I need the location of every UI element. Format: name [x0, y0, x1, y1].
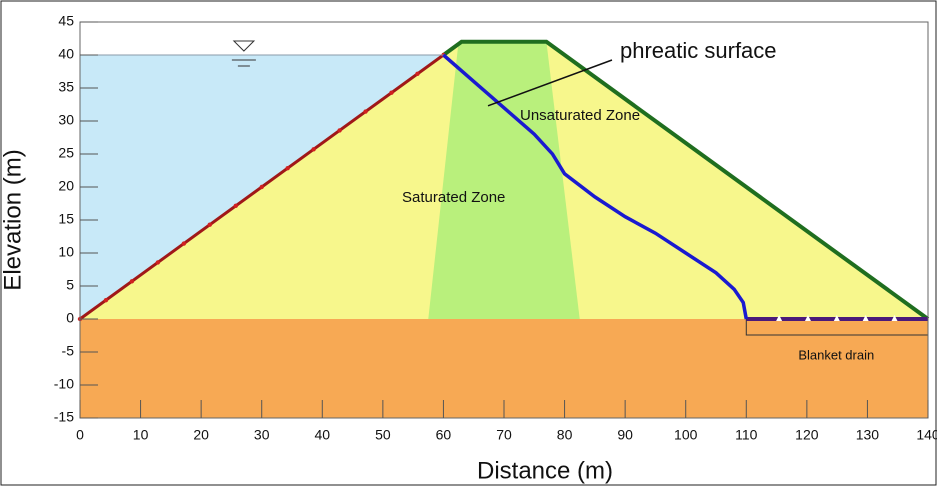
- y-tick-label: 35: [58, 79, 74, 95]
- x-tick-label: 30: [254, 427, 270, 443]
- boundary-node: [337, 128, 341, 132]
- x-tick-label: 10: [133, 427, 149, 443]
- y-tick-label: 5: [66, 277, 74, 293]
- y-tick-label: -10: [54, 376, 74, 392]
- x-tick-label: 140: [916, 427, 937, 443]
- boundary-node: [311, 147, 315, 151]
- x-tick-label: 100: [674, 427, 698, 443]
- boundary-node: [260, 185, 264, 189]
- boundary-node: [234, 204, 238, 208]
- boundary-node: [415, 72, 419, 76]
- drain-label: Blanket drain: [798, 347, 874, 362]
- boundary-node: [389, 91, 393, 95]
- y-tick-label: 40: [58, 46, 74, 62]
- boundary-node: [156, 260, 160, 264]
- y-axis-label: Elevation (m): [0, 149, 26, 290]
- x-tick-label: 20: [193, 427, 209, 443]
- x-tick-label: 70: [496, 427, 512, 443]
- x-tick-label: 80: [557, 427, 573, 443]
- water-level-symbol: [234, 41, 254, 51]
- boundary-node: [285, 166, 289, 170]
- y-tick-label: 25: [58, 145, 74, 161]
- y-tick-label: 0: [66, 310, 74, 326]
- y-tick-label: 15: [58, 211, 74, 227]
- zone-label: Unsaturated Zone: [520, 107, 640, 124]
- plot: Blanket drain phreatic surface Unsaturated…: [54, 13, 937, 443]
- x-tick-label: 0: [76, 427, 84, 443]
- x-tick-label: 110: [735, 427, 758, 443]
- y-tick-label: 10: [58, 244, 74, 260]
- y-tick-label: 30: [58, 112, 74, 128]
- boundary-node: [208, 223, 212, 227]
- chart: Blanket drain phreatic surface Unsaturated…: [0, 0, 937, 486]
- x-axis-label: Distance (m): [477, 457, 613, 484]
- x-tick-label: 50: [375, 427, 391, 443]
- x-tick-label: 60: [436, 427, 452, 443]
- x-tick-label: 40: [314, 427, 330, 443]
- y-tick-label: -15: [54, 409, 74, 425]
- boundary-node: [130, 279, 134, 283]
- x-tick-label: 120: [795, 427, 819, 443]
- y-tick-label: 45: [58, 13, 74, 29]
- x-tick-label: 90: [617, 427, 633, 443]
- series-label: phreatic surface: [620, 38, 777, 63]
- boundary-node: [104, 298, 108, 302]
- y-tick-label: 20: [58, 178, 74, 194]
- boundary-node: [363, 109, 367, 113]
- boundary-node: [182, 241, 186, 245]
- x-tick-label: 130: [856, 427, 880, 443]
- y-tick-label: -5: [62, 343, 75, 359]
- zone-label: Saturated Zone: [402, 189, 505, 206]
